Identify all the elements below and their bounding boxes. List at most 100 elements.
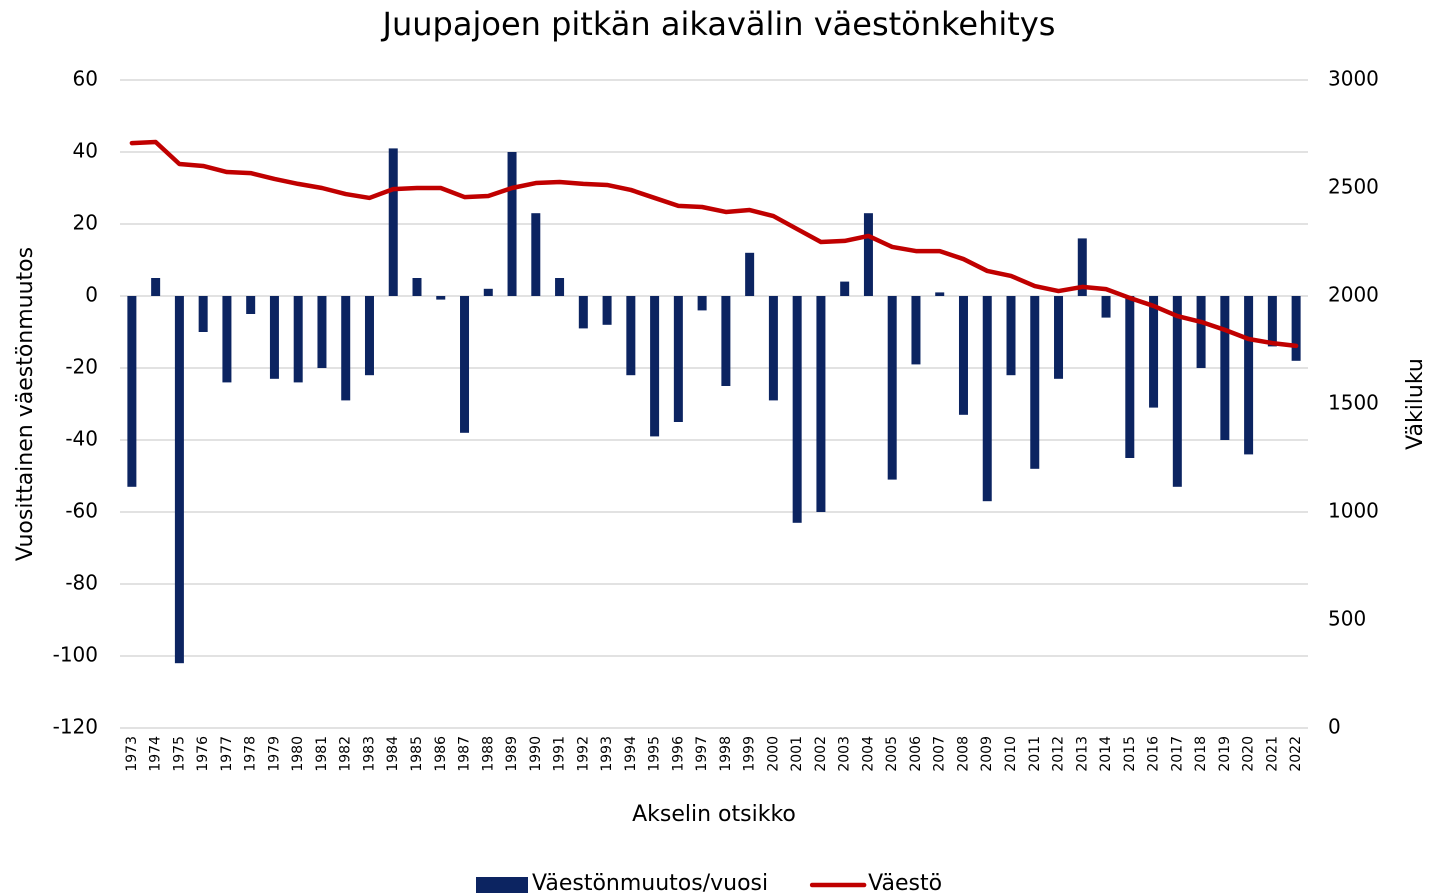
y-tick-label: 60 — [73, 67, 98, 91]
chart-title: Juupajoen pitkän aikavälin väestönkehity… — [381, 5, 1056, 43]
y2-tick-label: 1000 — [1328, 499, 1379, 523]
bar — [222, 296, 232, 383]
x-tick-label: 1974 — [148, 736, 164, 772]
x-tick-label: 2002 — [813, 736, 829, 772]
x-tick-label: 1973 — [124, 736, 140, 772]
x-tick-label: 1986 — [433, 736, 449, 772]
bar — [1101, 296, 1111, 318]
bar — [246, 296, 256, 314]
bar — [602, 296, 612, 325]
y2-axis-label: Väkiluku — [1403, 358, 1428, 450]
bar — [1220, 296, 1230, 440]
x-tick-label: 2005 — [884, 736, 900, 772]
bar — [745, 252, 755, 296]
bar — [1291, 296, 1301, 361]
x-tick-label: 1976 — [195, 736, 211, 772]
bar — [1244, 296, 1254, 455]
bar — [555, 278, 565, 296]
y2-tick-label: 0 — [1328, 715, 1341, 739]
x-tick-label: 1991 — [552, 736, 568, 772]
y-tick-label: -80 — [65, 571, 98, 595]
x-tick-label: 1983 — [361, 736, 377, 772]
x-tick-label: 1982 — [338, 736, 354, 772]
bar — [127, 296, 137, 487]
bar — [364, 296, 374, 376]
legend-label: Väestö — [868, 871, 942, 895]
bar — [198, 296, 208, 332]
x-tick-label: 2006 — [908, 736, 924, 772]
bar — [1267, 296, 1277, 347]
x-tick-label: 2020 — [1241, 736, 1257, 772]
y-tick-label: -20 — [65, 355, 98, 379]
x-tick-label: 2004 — [860, 736, 876, 772]
x-tick-label: 2021 — [1264, 736, 1280, 772]
x-tick-label: 2013 — [1074, 736, 1090, 772]
bar — [341, 296, 351, 401]
x-tick-label: 1997 — [694, 736, 710, 772]
bar — [412, 278, 422, 296]
x-tick-label: 2001 — [789, 736, 805, 772]
x-tick-label: 1996 — [670, 736, 686, 772]
x-tick-label: 1995 — [647, 736, 663, 772]
bar — [887, 296, 897, 480]
x-tick-label: 2019 — [1217, 736, 1233, 772]
x-tick-label: 2012 — [1051, 736, 1067, 772]
x-tick-label: 1993 — [599, 736, 615, 772]
bar — [697, 296, 707, 311]
bar — [293, 296, 303, 383]
bar — [982, 296, 992, 502]
x-tick-label: 2022 — [1288, 736, 1304, 772]
x-tick-label: 1985 — [409, 736, 425, 772]
legend-swatch — [476, 877, 528, 893]
bar — [507, 152, 517, 296]
bar — [388, 148, 398, 296]
x-tick-label: 1975 — [171, 736, 187, 772]
x-tick-label: 2017 — [1169, 736, 1185, 772]
bar — [1196, 296, 1206, 368]
bar — [863, 213, 873, 296]
bar — [911, 296, 921, 365]
x-tick-label: 1984 — [385, 736, 401, 772]
bar — [151, 278, 161, 296]
bar — [578, 296, 588, 329]
bar — [1125, 296, 1135, 458]
bar — [460, 296, 470, 433]
y-tick-label: -40 — [65, 427, 98, 451]
x-tick-label: 1978 — [243, 736, 259, 772]
x-tick-label: 1988 — [480, 736, 496, 772]
y2-tick-label: 3000 — [1328, 67, 1379, 91]
bar — [768, 296, 778, 401]
x-tick-label: 2007 — [932, 736, 948, 772]
bar — [816, 296, 826, 512]
x-tick-label: 1990 — [528, 736, 544, 772]
y-tick-label: -100 — [53, 643, 98, 667]
y2-tick-label: 2500 — [1328, 175, 1379, 199]
x-tick-label: 1998 — [718, 736, 734, 772]
x-tick-label: 1989 — [504, 736, 520, 772]
y-tick-label: 40 — [73, 139, 98, 163]
x-tick-label: 2009 — [979, 736, 995, 772]
bar — [1030, 296, 1040, 469]
x-tick-label: 1994 — [623, 736, 639, 772]
x-tick-label: 2003 — [837, 736, 853, 772]
bar — [626, 296, 636, 376]
bar — [1077, 238, 1087, 296]
bar — [1054, 296, 1064, 379]
bar — [174, 296, 184, 664]
y2-tick-label: 500 — [1328, 607, 1366, 631]
y-tick-label: -60 — [65, 499, 98, 523]
x-tick-label: 1992 — [575, 736, 591, 772]
bar — [650, 296, 660, 437]
bar — [1172, 296, 1182, 487]
y-axis-label: Vuosittainen väestönmuutos — [13, 247, 38, 561]
bar — [483, 288, 493, 296]
legend-label: Väestönmuutos/vuosi — [532, 871, 768, 895]
x-tick-label: 1977 — [219, 736, 235, 772]
x-tick-label: 2011 — [1027, 736, 1043, 772]
x-tick-label: 1981 — [314, 736, 330, 772]
x-tick-label: 1980 — [290, 736, 306, 772]
bar — [673, 296, 683, 422]
bar — [721, 296, 731, 386]
x-tick-label: 2015 — [1122, 736, 1138, 772]
